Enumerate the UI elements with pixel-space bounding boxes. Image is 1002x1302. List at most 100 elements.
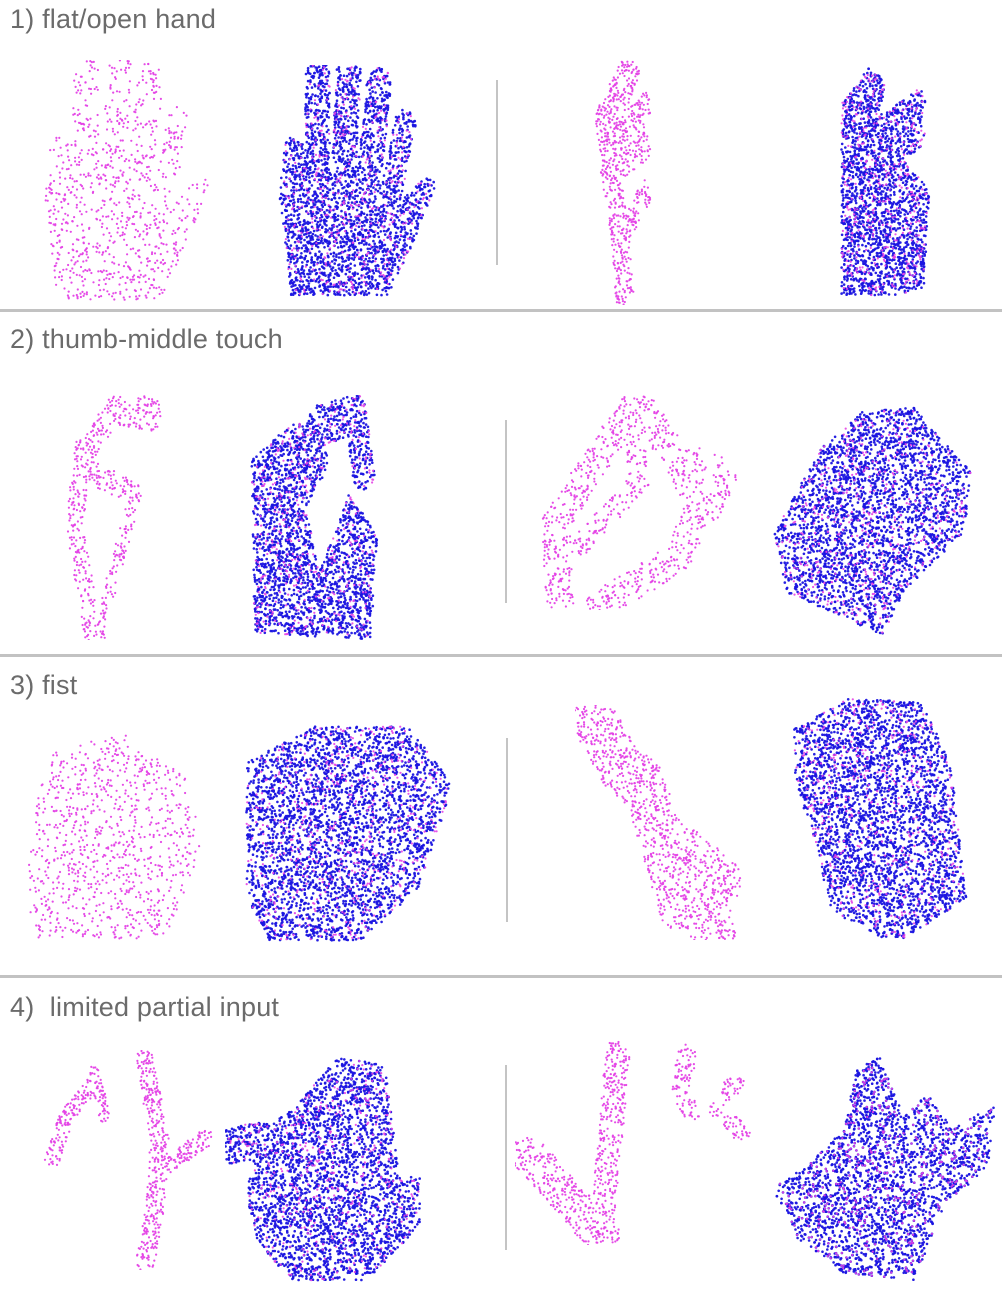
cloud-point (299, 171, 302, 174)
cloud-point (637, 69, 640, 72)
cloud-point (304, 201, 308, 205)
cloud-point (405, 146, 409, 149)
cloud-point (648, 112, 651, 115)
cloud-point (288, 143, 292, 147)
cloud-point (345, 242, 348, 246)
cloud-point (349, 100, 352, 104)
cloud-point (608, 138, 611, 141)
cloud-point (181, 209, 184, 212)
cloud-point (348, 71, 351, 74)
cloud-point (293, 142, 296, 145)
cloud-point (330, 227, 334, 230)
cloud-point (408, 210, 412, 213)
cloud-point (364, 136, 367, 140)
cloud-point (51, 252, 54, 255)
cloud-point (356, 238, 360, 241)
cloud-point (286, 165, 289, 168)
cloud-point (368, 127, 372, 131)
cloud-point (405, 150, 408, 154)
cloud-point (90, 61, 93, 64)
cloud-point (333, 113, 336, 116)
cloud-point (336, 166, 339, 170)
cloud-point (347, 248, 350, 252)
cloud-point (615, 106, 618, 109)
cloud-point (602, 164, 605, 167)
cloud-point (392, 164, 395, 168)
cloud-point (617, 266, 621, 269)
cloud-point (374, 70, 378, 73)
cloud-point (404, 122, 408, 125)
cloud-point (299, 276, 302, 279)
cloud-point (324, 230, 328, 234)
cloud-point (416, 222, 420, 225)
cloud-point (332, 255, 335, 258)
cloud-point (159, 253, 162, 256)
cloud-point (303, 290, 306, 293)
cloud-point (340, 174, 343, 177)
cloud-point (383, 243, 387, 247)
cloud-point (299, 152, 303, 156)
cloud-point (151, 268, 155, 271)
cloud-point (113, 67, 116, 70)
cloud-point (387, 271, 390, 274)
cloud-point (48, 191, 51, 194)
cloud-point (362, 118, 366, 122)
cloud-point (299, 178, 302, 181)
cloud-point (334, 175, 338, 178)
cloud-point (137, 161, 140, 164)
cloud-point (628, 279, 631, 282)
cloud-point (171, 260, 174, 263)
cloud-point (311, 123, 315, 127)
cloud-point (340, 126, 343, 129)
cloud-point (93, 135, 97, 138)
cloud-point (380, 271, 383, 274)
cloud-point (604, 132, 607, 135)
cloud-point (105, 215, 108, 218)
cloud-point (350, 180, 353, 184)
cloud-point (626, 230, 629, 233)
cloud-point (620, 272, 623, 275)
cloud-point (318, 81, 322, 84)
cloud-point (54, 276, 57, 279)
cloud-point (310, 86, 314, 89)
cloud-point (633, 214, 636, 217)
cloud-point (300, 252, 303, 255)
cloud-point (348, 293, 352, 296)
cloud-point (346, 185, 350, 188)
cloud-point (351, 275, 354, 279)
cloud-point (368, 198, 371, 201)
cloud-point (329, 252, 333, 256)
cloud-point (133, 223, 136, 226)
cloud-point (310, 258, 313, 262)
cloud-point (325, 101, 328, 104)
cloud-point (388, 223, 391, 226)
cloud-point (121, 226, 124, 229)
cloud-point (338, 263, 341, 266)
cloud-point (175, 131, 178, 134)
cloud-point (389, 239, 392, 242)
cloud-point (149, 77, 152, 80)
cloud-point (80, 223, 84, 226)
cloud-point (327, 168, 330, 171)
cloud-point (73, 194, 76, 197)
cloud-point (76, 288, 79, 291)
cloud-point (877, 99, 881, 103)
cloud-point (360, 171, 364, 174)
cloud-point (297, 230, 300, 233)
cloud-point (407, 222, 410, 225)
cloud-point (389, 192, 393, 195)
cloud-point (343, 223, 346, 226)
cloud-point (188, 187, 191, 190)
cloud-point (610, 203, 613, 206)
cloud-point (97, 133, 100, 136)
cloud-point (366, 263, 369, 266)
cloud-point (337, 155, 341, 158)
cloud-point (342, 134, 345, 137)
cloud-point (320, 159, 323, 162)
cloud-point (385, 183, 388, 186)
cloud-point (400, 226, 403, 229)
cloud-point (301, 271, 305, 274)
cloud-point (381, 156, 384, 159)
cloud-point (145, 233, 148, 236)
cloud-point (299, 238, 302, 241)
